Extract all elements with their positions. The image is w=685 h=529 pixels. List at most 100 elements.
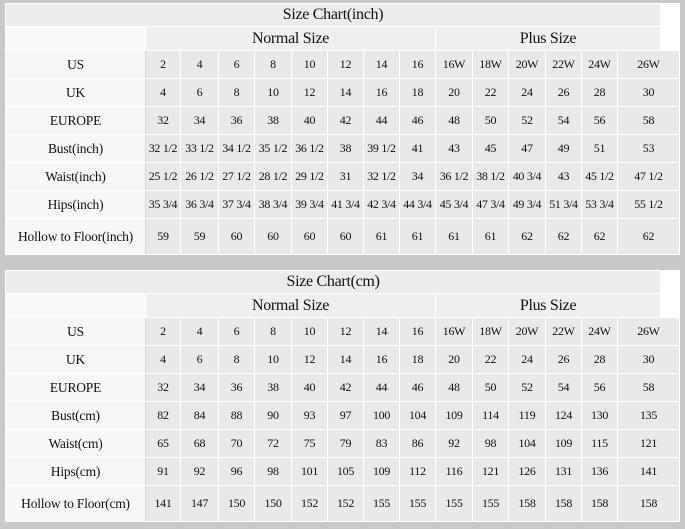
size-cell: 49 3/4 bbox=[508, 190, 546, 219]
size-cell: 100 bbox=[363, 401, 400, 430]
size-cell: 28 1/2 bbox=[254, 162, 292, 191]
size-cell: 60 bbox=[327, 218, 364, 255]
size-cell: 40 3/4 bbox=[508, 162, 546, 191]
size-cell: 14 bbox=[327, 78, 364, 107]
size-cell: 36 bbox=[218, 106, 255, 135]
size-cell: 93 bbox=[291, 401, 328, 430]
size-cell: 109 bbox=[435, 401, 473, 430]
row-label: Bust(cm) bbox=[5, 401, 146, 430]
size-cell: 30 bbox=[617, 345, 680, 374]
row-label: US bbox=[5, 317, 146, 346]
size-cell: 158 bbox=[617, 485, 680, 522]
size-cell: 83 bbox=[363, 429, 400, 458]
size-cell: 8 bbox=[254, 50, 292, 79]
size-cell: 104 bbox=[399, 401, 436, 430]
size-cell: 158 bbox=[508, 485, 546, 522]
size-cell: 18W bbox=[472, 50, 509, 79]
chart-title: Size Chart(inch) bbox=[4, 3, 662, 27]
size-cell: 20W bbox=[508, 317, 546, 346]
table-row: US 2 4 6 8 10 12 14 16 16W 18W 20W 22W 24W 26W bbox=[5, 50, 680, 79]
table-row: Hips(cm) 91 92 96 98 101 105 109 112 116 121 126 131… bbox=[5, 457, 680, 486]
size-cell: 136 bbox=[581, 457, 618, 486]
size-cell: 14 bbox=[363, 50, 400, 79]
size-cell: 84 bbox=[180, 401, 219, 430]
size-cell: 32 bbox=[145, 373, 181, 402]
size-cell: 26 bbox=[545, 78, 582, 107]
size-cell: 4 bbox=[145, 78, 181, 107]
size-cell: 16W bbox=[435, 317, 473, 346]
size-cell: 59 bbox=[180, 218, 219, 255]
size-cell: 6 bbox=[180, 78, 219, 107]
size-table: Size Chart(cm) Normal Size Plus Size US 2 4 6 8… bbox=[4, 270, 680, 522]
table-row: Hips(inch) 35 3/4 36 3/4 37 3/4 38 3/4 39 3/4… bbox=[5, 190, 680, 219]
row-label: EUROPE bbox=[5, 373, 146, 402]
size-cell: 8 bbox=[254, 317, 292, 346]
size-cell: 50 bbox=[472, 106, 509, 135]
size-cell: 141 bbox=[145, 485, 181, 522]
size-cell: 114 bbox=[472, 401, 509, 430]
size-cell: 44 bbox=[363, 106, 400, 135]
size-cell: 16 bbox=[363, 78, 400, 107]
table-row: EUROPE 32 34 36 38 40 42 44 46 48 50 52 54 56 58 bbox=[5, 373, 680, 402]
size-cell: 155 bbox=[472, 485, 509, 522]
size-cell: 40 bbox=[291, 106, 328, 135]
table-row: Bust(cm) 82 84 88 90 93 97 100 104 109 114 119 124 13… bbox=[5, 401, 680, 430]
size-cell: 121 bbox=[472, 457, 509, 486]
row-label: US bbox=[5, 50, 146, 79]
group-header-row: Normal Size Plus Size bbox=[5, 293, 680, 318]
group-header-row: Normal Size Plus Size bbox=[5, 26, 680, 51]
size-cell: 54 bbox=[545, 106, 582, 135]
size-cell: 45 1/2 bbox=[581, 162, 618, 191]
size-cell: 51 3/4 bbox=[545, 190, 582, 219]
size-chart-inch: Size Chart(inch) Normal Size Plus Size US 2 4… bbox=[4, 3, 680, 255]
size-cell: 61 bbox=[399, 218, 436, 255]
size-cell: 8 bbox=[218, 345, 255, 374]
size-cell: 47 bbox=[508, 134, 546, 163]
size-cell: 4 bbox=[145, 345, 181, 374]
size-cell: 34 bbox=[399, 162, 436, 191]
size-cell: 24 bbox=[508, 78, 546, 107]
size-cell: 98 bbox=[254, 457, 292, 486]
table-row: Hollow to Floor(inch) 59 59 60 60 60 60 61 61 61 6… bbox=[5, 218, 680, 255]
size-table: Size Chart(inch) Normal Size Plus Size US 2 4… bbox=[4, 3, 680, 255]
size-cell: 24W bbox=[581, 50, 618, 79]
size-cell: 42 bbox=[327, 106, 364, 135]
size-cell: 158 bbox=[581, 485, 618, 522]
size-cell: 39 3/4 bbox=[291, 190, 328, 219]
size-cell: 58 bbox=[617, 106, 680, 135]
size-cell: 92 bbox=[435, 429, 473, 458]
row-label: Bust(inch) bbox=[5, 134, 146, 163]
size-cell: 27 1/2 bbox=[218, 162, 255, 191]
row-label: Waist(cm) bbox=[5, 429, 146, 458]
size-cell: 12 bbox=[291, 345, 328, 374]
size-cell: 18 bbox=[399, 345, 436, 374]
size-cell: 26 1/2 bbox=[180, 162, 219, 191]
size-cell: 65 bbox=[145, 429, 181, 458]
size-cell: 147 bbox=[180, 485, 219, 522]
size-cell: 60 bbox=[254, 218, 292, 255]
size-cell: 35 1/2 bbox=[254, 134, 292, 163]
row-label: Hips(cm) bbox=[5, 457, 146, 486]
corner-cell bbox=[5, 293, 146, 318]
size-cell: 39 1/2 bbox=[363, 134, 400, 163]
size-cell: 121 bbox=[617, 429, 680, 458]
size-cell: 14 bbox=[363, 317, 400, 346]
size-cell: 38 3/4 bbox=[254, 190, 292, 219]
size-cell: 10 bbox=[254, 345, 292, 374]
table-row: Waist(cm) 65 68 70 72 75 79 83 86 92 98 104 109 115 12… bbox=[5, 429, 680, 458]
size-cell: 44 3/4 bbox=[399, 190, 436, 219]
corner-cell bbox=[5, 26, 146, 51]
size-cell: 2 bbox=[145, 50, 181, 79]
size-cell: 130 bbox=[581, 401, 618, 430]
size-cell: 26W bbox=[617, 317, 680, 346]
size-cell: 97 bbox=[327, 401, 364, 430]
size-cell: 4 bbox=[180, 317, 219, 346]
size-cell: 155 bbox=[363, 485, 400, 522]
size-cell: 48 bbox=[435, 373, 473, 402]
size-cell: 12 bbox=[291, 78, 328, 107]
size-cell: 119 bbox=[508, 401, 546, 430]
table-row: UK 4 6 8 10 12 14 16 18 20 22 24 26 28 30 bbox=[5, 78, 680, 107]
table-row: Bust(inch) 32 1/2 33 1/2 34 1/2 35 1/2 36 1/2… bbox=[5, 134, 680, 163]
size-cell: 46 bbox=[399, 106, 436, 135]
size-cell: 16 bbox=[399, 317, 436, 346]
